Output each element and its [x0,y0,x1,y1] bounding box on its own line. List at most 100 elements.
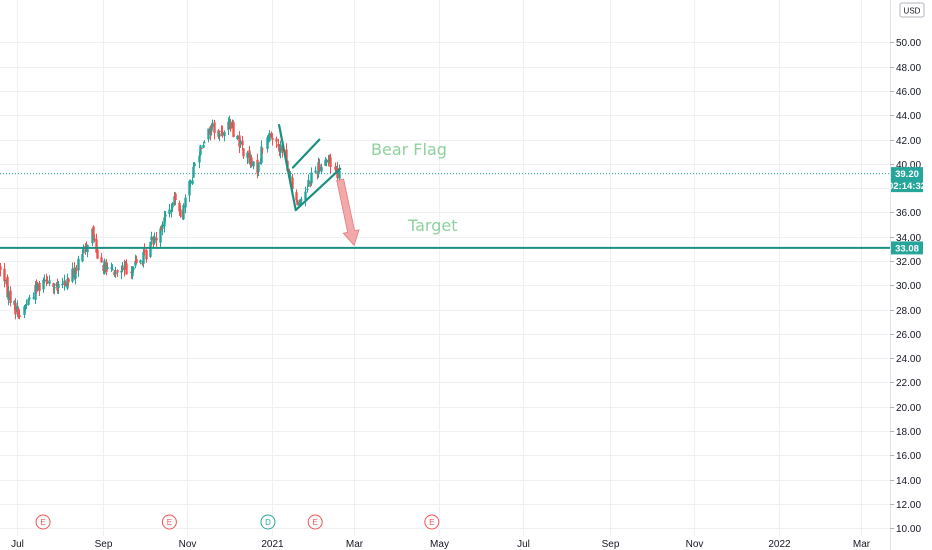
candle-body [246,152,249,158]
candle-body [320,166,323,172]
candle-body [238,135,241,147]
candle-body [95,239,98,253]
y-tick-label: 20.00 [896,403,921,414]
candle-body [53,287,56,289]
candle-body [199,145,202,155]
event-marker-earnings [161,514,177,530]
candle-body [285,149,288,162]
y-tick-label: 24.00 [896,354,921,365]
last-price-badge-text: 39.20 [895,169,919,180]
candle-body [135,259,138,264]
candle-body [77,258,80,271]
candle-body [271,137,274,140]
y-tick-label: 36.00 [896,208,921,219]
y-tick-label: 50.00 [896,38,921,49]
y-tick-label: 14.00 [896,476,921,487]
candle-body [155,237,158,241]
candle-body [14,302,17,315]
currency-text: USD [904,7,921,16]
candle-body [277,144,280,147]
price-axis-background [890,0,932,550]
candle-body [163,217,166,227]
candle-body [114,272,117,275]
y-tick-label: 16.00 [896,451,921,462]
candle-body [27,299,30,305]
x-tick-label: Sep [95,539,113,550]
event-marker-label: E [40,518,45,527]
candle-body [300,199,303,201]
currency-label[interactable]: USD [899,2,925,18]
candle-body [228,119,231,124]
candle-body [304,191,307,201]
candle-body [150,236,153,241]
candle-body [336,167,339,179]
candle-body [279,144,282,153]
candle-body [100,257,103,263]
candle-body [145,250,148,260]
x-tick-label: Mar [346,539,364,550]
candle-body [173,196,176,205]
candle-body [227,121,230,130]
event-marker-label: E [167,518,172,527]
candle-body [159,228,162,243]
event-marker-dividend [260,514,276,530]
currency-box [899,2,925,18]
candle-body [143,249,146,252]
y-tick-label: 10.00 [896,524,921,535]
candle-body [170,210,173,212]
event-marker-label: E [429,518,434,527]
candle-body [103,260,106,274]
candle-body [121,268,124,270]
candle-body [75,269,78,271]
candle-body [174,193,177,201]
y-tick-label: 44.00 [896,111,921,122]
candle-body [116,270,119,273]
candle-body [6,276,9,298]
candle-body [296,200,299,206]
projection-arrow [336,178,360,247]
y-tick-label: 48.00 [896,63,921,74]
candle-body [220,130,223,132]
x-tick-label: Sep [602,539,620,550]
y-tick-label: 26.00 [896,330,921,341]
candle-body [207,128,210,140]
event-marker-earnings [307,514,323,530]
event-marker-label: E [313,518,318,527]
y-tick-label: 28.00 [896,306,921,317]
time-axis[interactable]: Jul Sep Nov 2021 Mar May Jul Sep Nov 2022 Mar [11,539,871,550]
candle-body [106,267,109,269]
candle-body [61,283,64,286]
candle-body [142,251,145,264]
y-tick-label: 46.00 [896,87,921,98]
candle-body [111,269,114,271]
y-tick-label: 42.00 [896,136,921,147]
y-tick-label: 22.00 [896,378,921,389]
price-axis[interactable]: 50.0048.0046.0044.0042.0040.0038.0036.00… [890,38,921,535]
candle-body [270,133,273,138]
y-tick-label: 32.00 [896,257,921,268]
candle-body [28,297,31,299]
candle-body [239,141,242,144]
candle-body [7,291,10,300]
candle-body [43,280,46,282]
target-price-badge-box [891,241,923,255]
candle-body [161,224,164,229]
candle-body [192,166,195,178]
candle-body [275,138,278,142]
candle-body [67,278,70,283]
candle-body [36,283,39,291]
candle-body [153,236,156,244]
candle-body [266,137,269,149]
candle-body [261,148,264,150]
candle-body [295,192,298,201]
candle-body [110,267,113,269]
candle-body [13,300,16,305]
candle-body [291,177,294,190]
x-tick-label: May [430,539,449,550]
candle-body [92,226,95,237]
x-tick-label: Jul [11,539,24,550]
candle-body [232,122,235,137]
bear-flag-drawings[interactable]: Bear Flag Target [0,123,890,249]
